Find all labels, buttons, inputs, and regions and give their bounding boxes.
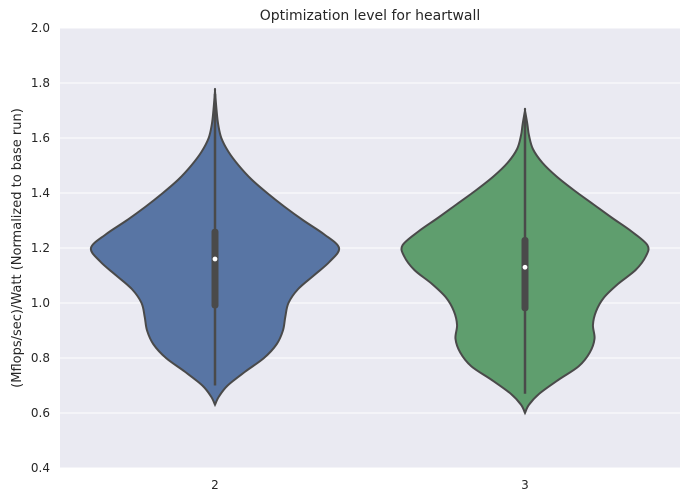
y-tick-labels: 0.4 0.6 0.8 1.0 1.2 1.4 1.6 1.8 2.0 bbox=[31, 21, 50, 475]
y-tick-label: 1.4 bbox=[31, 186, 50, 200]
violin-iqr-box bbox=[211, 228, 219, 309]
violins bbox=[89, 87, 650, 416]
y-tick-label: 1.6 bbox=[31, 131, 50, 145]
violin-median-dot bbox=[522, 264, 528, 270]
y-tick-label: 2.0 bbox=[31, 21, 50, 35]
violin-median-dot bbox=[212, 256, 218, 262]
x-tick-label: 3 bbox=[521, 478, 529, 492]
chart-title: Optimization level for heartwall bbox=[260, 8, 481, 24]
x-tick-label: 2 bbox=[211, 478, 219, 492]
y-tick-label: 1.0 bbox=[31, 296, 50, 310]
y-tick-label: 1.2 bbox=[31, 241, 50, 255]
y-tick-label: 0.4 bbox=[31, 461, 50, 475]
y-tick-label: 0.6 bbox=[31, 406, 50, 420]
y-tick-label: 0.8 bbox=[31, 351, 50, 365]
violin-iqr-box bbox=[521, 237, 529, 312]
y-tick-label: 1.8 bbox=[31, 76, 50, 90]
y-axis-label: (Mflops/sec)/Watt (Normalized to base ru… bbox=[10, 108, 25, 388]
